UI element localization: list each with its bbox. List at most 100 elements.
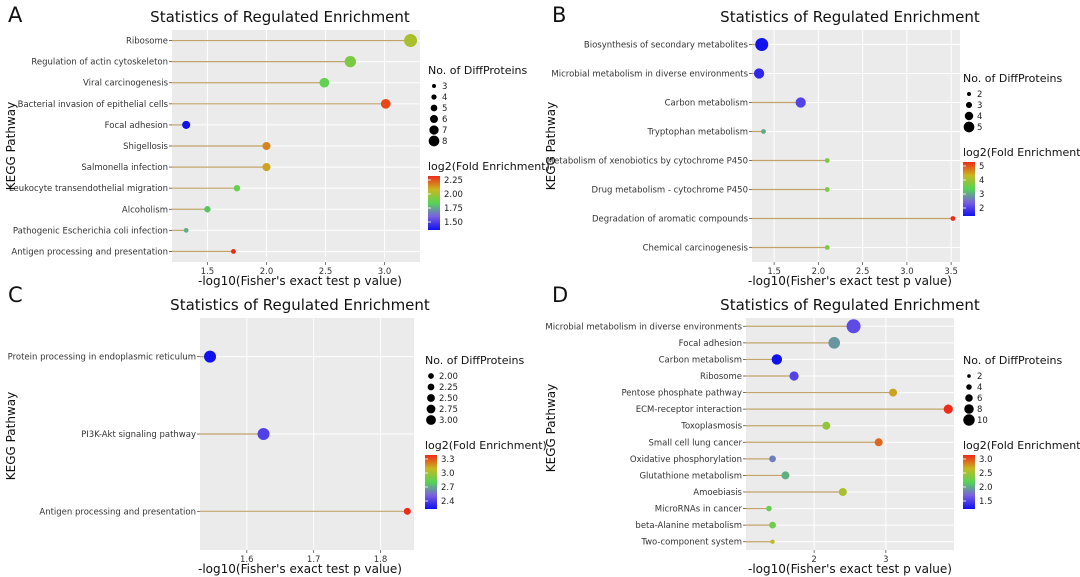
- x-tick-label: 3.5: [944, 267, 958, 277]
- color-legend-label: 4: [979, 176, 984, 186]
- pathway-label: Tryptophan metabolism: [646, 128, 748, 138]
- pathway-label: Antigen processing and presentation: [11, 247, 168, 257]
- pathway-label: Carbon metabolism: [665, 99, 748, 109]
- data-point: [262, 141, 271, 151]
- x-tick-label: 2: [811, 555, 816, 565]
- pathway-label: PI3K-Akt signaling pathway: [81, 430, 196, 440]
- pathway-label: Viral carcinogenesis: [83, 79, 169, 89]
- x-tick-label: 2.5: [319, 267, 333, 277]
- y-axis-title: KEGG Pathway: [4, 392, 18, 481]
- data-point: [789, 371, 799, 381]
- pathway-label: MicroRNAs in cancer: [655, 505, 743, 515]
- size-legend-label: 8: [977, 405, 982, 415]
- size-legend-title: No. of DiffProteins: [963, 354, 1063, 367]
- color-legend-label: 2.4: [441, 497, 455, 507]
- size-legend-label: 7: [442, 126, 447, 136]
- data-point: [755, 38, 769, 51]
- color-legend-bar: [428, 176, 440, 230]
- size-legend-label: 2.75: [439, 405, 458, 415]
- size-legend-label: 3: [442, 82, 447, 92]
- panel-letter: D: [552, 283, 568, 307]
- chart-title: Statistics of Regulated Enrichment: [150, 8, 410, 26]
- x-tick-label: 3.0: [378, 267, 392, 277]
- panel-d: D Statistics of Regulated Enrichment 2 3 Mic…: [544, 283, 1080, 576]
- y-axis-title: KEGG Pathway: [544, 102, 558, 191]
- data-point: [262, 163, 271, 172]
- pathway-label: Regulation of actin cytoskeleton: [31, 58, 168, 68]
- size-legend-dot: [430, 115, 438, 123]
- panel-c: C Statistics of Regulated Enrichment 1.6 1.…: [4, 283, 547, 576]
- size-legend-dot: [427, 394, 435, 402]
- size-legend-dot: [963, 414, 975, 426]
- color-legend-label: 2.25: [444, 176, 463, 186]
- x-axis-title: -log10(Fisher's exact test p value): [198, 274, 402, 288]
- size-legend-label: 3: [977, 101, 982, 111]
- pathway-label: ECM-receptor interaction: [636, 405, 742, 415]
- data-point: [231, 249, 236, 254]
- size-legend-dot: [427, 383, 435, 391]
- color-legend-bar: [425, 455, 437, 509]
- size-legend-label: 2.00: [439, 372, 458, 382]
- data-point: [766, 505, 772, 512]
- size-legend-label: 2: [977, 372, 982, 382]
- plot-background: [746, 318, 954, 550]
- pathway-label: Toxoplasmosis: [680, 422, 742, 432]
- data-point: [380, 98, 391, 109]
- color-legend-title: log2(Fold Enrichment): [425, 439, 547, 452]
- size-legend-dot: [428, 373, 434, 379]
- chart-title: Statistics of Regulated Enrichment: [720, 296, 980, 314]
- data-point: [404, 34, 418, 48]
- size-legend-dot: [964, 404, 974, 414]
- panel-letter: B: [552, 3, 566, 27]
- color-legend-label: 3: [979, 190, 984, 200]
- data-point: [781, 471, 790, 480]
- chart-title: Statistics of Regulated Enrichment: [720, 8, 980, 26]
- color-legend-title: log2(Fold Enrichment): [428, 160, 550, 173]
- pathway-label: Biosynthesis of secondary metabolites: [584, 41, 749, 51]
- color-legend-label: 2: [979, 204, 984, 214]
- size-legend-label: 5: [442, 104, 447, 114]
- size-legend-dot: [430, 104, 438, 112]
- data-point: [233, 184, 241, 192]
- color-legend-label: 1.5: [979, 497, 993, 507]
- pathway-label: beta-Alanine metabolism: [635, 521, 742, 531]
- pathway-label: Two-component system: [640, 538, 742, 548]
- pathway-label: Alcoholism: [122, 205, 168, 215]
- x-axis-title: -log10(Fisher's exact test p value): [748, 274, 952, 288]
- color-legend-title: log2(Fold Enrichment): [963, 146, 1080, 159]
- color-legend-label: 3.0: [979, 455, 993, 465]
- color-legend-bar: [963, 162, 975, 216]
- x-axis-title: -log10(Fisher's exact test p value): [198, 562, 402, 576]
- color-legend-bar: [963, 455, 975, 509]
- y-axis-title: KEGG Pathway: [4, 102, 18, 191]
- pathway-label: Microbial metabolism in diverse environm…: [551, 70, 748, 80]
- pathway-label: Oxidative phosphorylation: [630, 455, 742, 465]
- color-legend-label: 3.0: [441, 469, 455, 479]
- x-tick-label: 1.5: [201, 267, 215, 277]
- pathway-label: Bacterial invasion of epithelial cells: [18, 100, 169, 110]
- x-tick-label: 2.5: [856, 267, 870, 277]
- size-legend-dot: [965, 101, 973, 109]
- x-tick-label: 1.5: [767, 267, 781, 277]
- x-tick-label: 1.7: [307, 555, 321, 565]
- color-legend-label: 3.3: [441, 455, 455, 465]
- data-point: [319, 77, 330, 88]
- data-point: [769, 455, 776, 463]
- data-point: [771, 354, 783, 365]
- color-legend-label: 5: [979, 162, 984, 172]
- size-legend-dot: [432, 84, 436, 88]
- pathway-label: Small cell lung cancer: [648, 438, 742, 448]
- panel-letter: C: [8, 283, 23, 307]
- chart-title: Statistics of Regulated Enrichment: [170, 296, 430, 314]
- pathway-label: Metabolism of xenobiotics by cytochrome …: [547, 157, 748, 167]
- x-tick-label: 3: [883, 555, 888, 565]
- size-legend-label: 8: [442, 137, 447, 147]
- data-point: [403, 507, 411, 515]
- data-point: [824, 158, 830, 163]
- pathway-label: Salmonella infection: [81, 163, 168, 173]
- size-legend-label: 2: [977, 90, 982, 100]
- size-legend-label: 6: [442, 115, 447, 125]
- pathway-label: Amoebiasis: [693, 488, 742, 498]
- pathway-label: Drug metabolism - cytochrome P450: [592, 186, 748, 196]
- panel-b: B Statistics of Regulated Enrichment 1.5 2.…: [544, 3, 1080, 288]
